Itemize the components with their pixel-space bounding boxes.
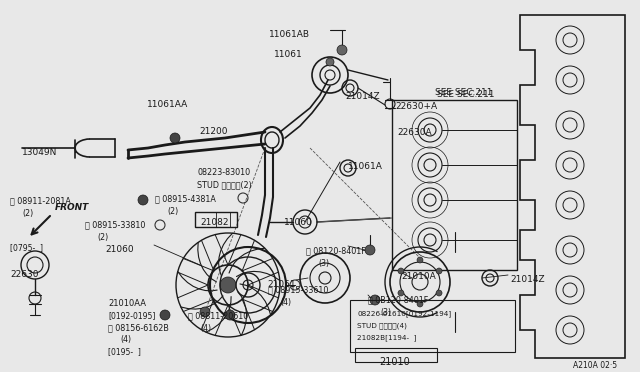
- Text: 22630+A: 22630+A: [395, 102, 437, 111]
- Text: 11061: 11061: [275, 50, 303, 59]
- Text: 21010A: 21010A: [401, 272, 436, 281]
- Text: A210A 02·5: A210A 02·5: [573, 361, 617, 370]
- Text: (4): (4): [200, 324, 211, 333]
- Circle shape: [417, 257, 423, 263]
- Bar: [392, 100, 517, 270]
- Text: FRONT: FRONT: [55, 203, 89, 212]
- Circle shape: [436, 290, 442, 296]
- Text: 21014Z: 21014Z: [510, 275, 545, 284]
- Text: 21014Z: 21014Z: [345, 92, 380, 101]
- Bar: [355, 348, 437, 362]
- Text: ⓝ 08911-2081A: ⓝ 08911-2081A: [10, 196, 71, 205]
- Text: 21051: 21051: [268, 280, 296, 289]
- Text: 21200: 21200: [200, 127, 228, 136]
- Text: [0195-  ]: [0195- ]: [108, 347, 141, 356]
- Text: 22630: 22630: [10, 270, 38, 279]
- Text: 21082B[1194-  ]: 21082B[1194- ]: [357, 334, 417, 341]
- Circle shape: [417, 301, 423, 307]
- Circle shape: [398, 290, 404, 296]
- Text: 13049N: 13049N: [22, 148, 58, 157]
- Text: (2): (2): [22, 209, 33, 218]
- Text: 21010: 21010: [380, 357, 410, 367]
- Text: Ⓑ 08120-8401F: Ⓑ 08120-8401F: [306, 246, 365, 255]
- Text: 08226-61610[0192-1194]: 08226-61610[0192-1194]: [357, 310, 451, 317]
- Text: STUD スタッド(4): STUD スタッド(4): [357, 322, 407, 328]
- Circle shape: [365, 245, 375, 255]
- Text: 11061AA: 11061AA: [147, 100, 189, 109]
- Bar: [350, 300, 515, 352]
- Text: STUD スタッド(2): STUD スタッド(2): [197, 180, 252, 189]
- Text: 21060: 21060: [105, 245, 134, 254]
- Text: [0795-  ]: [0795- ]: [10, 243, 43, 252]
- Text: 21082: 21082: [200, 218, 228, 227]
- Text: (2): (2): [167, 207, 179, 216]
- Text: (4): (4): [120, 335, 131, 344]
- Text: Ⓑ 08156-6162B: Ⓑ 08156-6162B: [108, 323, 169, 332]
- Text: 21010AA: 21010AA: [108, 299, 146, 308]
- Text: (3): (3): [318, 259, 329, 268]
- Text: 08223-83010: 08223-83010: [197, 168, 250, 177]
- Circle shape: [398, 268, 404, 274]
- Text: (3): (3): [380, 308, 391, 317]
- Text: ⓝ 08811-20610: ⓝ 08811-20610: [188, 311, 248, 320]
- Text: SEE SEC.211: SEE SEC.211: [437, 90, 495, 99]
- Circle shape: [200, 307, 210, 317]
- Text: 11061AB: 11061AB: [269, 30, 310, 39]
- Circle shape: [370, 295, 380, 305]
- Text: 22630A: 22630A: [397, 128, 431, 137]
- Text: Ⓑ 0B120-8401F: Ⓑ 0B120-8401F: [368, 295, 428, 304]
- Bar: [195, 212, 237, 227]
- Circle shape: [170, 133, 180, 143]
- Text: ⓜ 08915-33810: ⓜ 08915-33810: [85, 220, 145, 229]
- Circle shape: [220, 277, 236, 293]
- Circle shape: [138, 195, 148, 205]
- Circle shape: [225, 310, 235, 320]
- Circle shape: [326, 58, 334, 66]
- Text: 11060: 11060: [284, 218, 313, 227]
- Text: ⓜ 08915-33610: ⓜ 08915-33610: [268, 285, 328, 294]
- Text: 11061A: 11061A: [348, 162, 383, 171]
- Circle shape: [436, 268, 442, 274]
- Text: (4): (4): [280, 298, 291, 307]
- Text: (2): (2): [97, 233, 108, 242]
- Text: ⓜ 08915-4381A: ⓜ 08915-4381A: [155, 194, 216, 203]
- Circle shape: [160, 310, 170, 320]
- Circle shape: [337, 45, 347, 55]
- Text: [0192-0195]: [0192-0195]: [108, 311, 156, 320]
- Text: SEE SEC.211: SEE SEC.211: [435, 88, 493, 97]
